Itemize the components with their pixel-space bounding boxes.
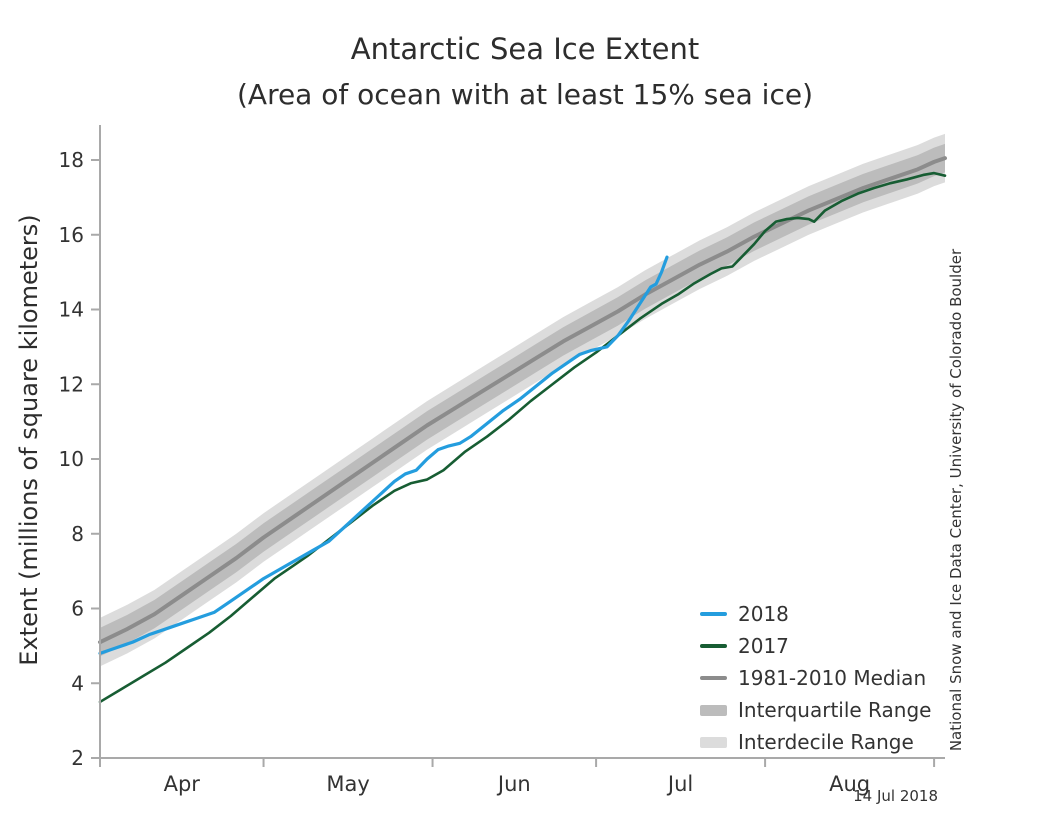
x-tick-label: Jun xyxy=(496,772,531,796)
series-line-1981-2010-median xyxy=(98,156,947,645)
y-tick-label: 18 xyxy=(59,148,84,172)
legend-swatch-interquartile xyxy=(700,704,727,716)
legend-item-2018: 2018 xyxy=(700,598,931,630)
chart-title: Antarctic Sea Ice Extent xyxy=(350,32,700,66)
legend-item-interdecile-range: Interdecile Range xyxy=(700,726,931,758)
credit-text: National Snow and Ice Data Center, Unive… xyxy=(947,248,965,752)
series-line-2018 xyxy=(98,255,669,655)
x-tick-label: Apr xyxy=(164,772,201,796)
legend-item-interquartile-range: Interquartile Range xyxy=(700,694,931,726)
y-tick-label: 4 xyxy=(71,671,84,695)
legend-label: Interquartile Range xyxy=(738,698,932,722)
chart-subtitle: (Area of ocean with at least 15% sea ice… xyxy=(236,78,813,111)
legend-swatch-2017 xyxy=(700,644,727,648)
legend-label: 2017 xyxy=(738,634,789,658)
y-tick-label: 2 xyxy=(71,746,84,770)
legend-item-median: 1981-2010 Median xyxy=(700,662,931,694)
interdecile-range-band xyxy=(100,133,945,667)
legend-swatch-median xyxy=(700,676,727,680)
y-tick-label: 6 xyxy=(71,597,84,621)
y-tick-label: 12 xyxy=(59,372,84,396)
legend-label: 2018 xyxy=(738,602,789,626)
series-line-2017 xyxy=(98,171,947,704)
x-tick-label: Jul xyxy=(666,772,693,796)
y-tick-label: 16 xyxy=(59,223,84,247)
legend-label: Interdecile Range xyxy=(738,730,914,754)
y-tick-label: 8 xyxy=(71,522,84,546)
x-tick-label: Aug xyxy=(829,772,870,796)
interquartile-range-band xyxy=(100,143,945,657)
legend: 2018 2017 1981-2010 Median Interquartile… xyxy=(700,598,931,758)
date-stamp: 14 Jul 2018 xyxy=(853,787,938,805)
legend-swatch-interdecile xyxy=(700,736,727,748)
legend-swatch-2018 xyxy=(700,612,727,616)
y-tick-label: 14 xyxy=(59,298,84,322)
x-tick-label: May xyxy=(326,772,369,796)
legend-label: 1981-2010 Median xyxy=(738,666,927,690)
legend-item-2017: 2017 xyxy=(700,630,931,662)
y-tick-label: 10 xyxy=(59,447,84,471)
